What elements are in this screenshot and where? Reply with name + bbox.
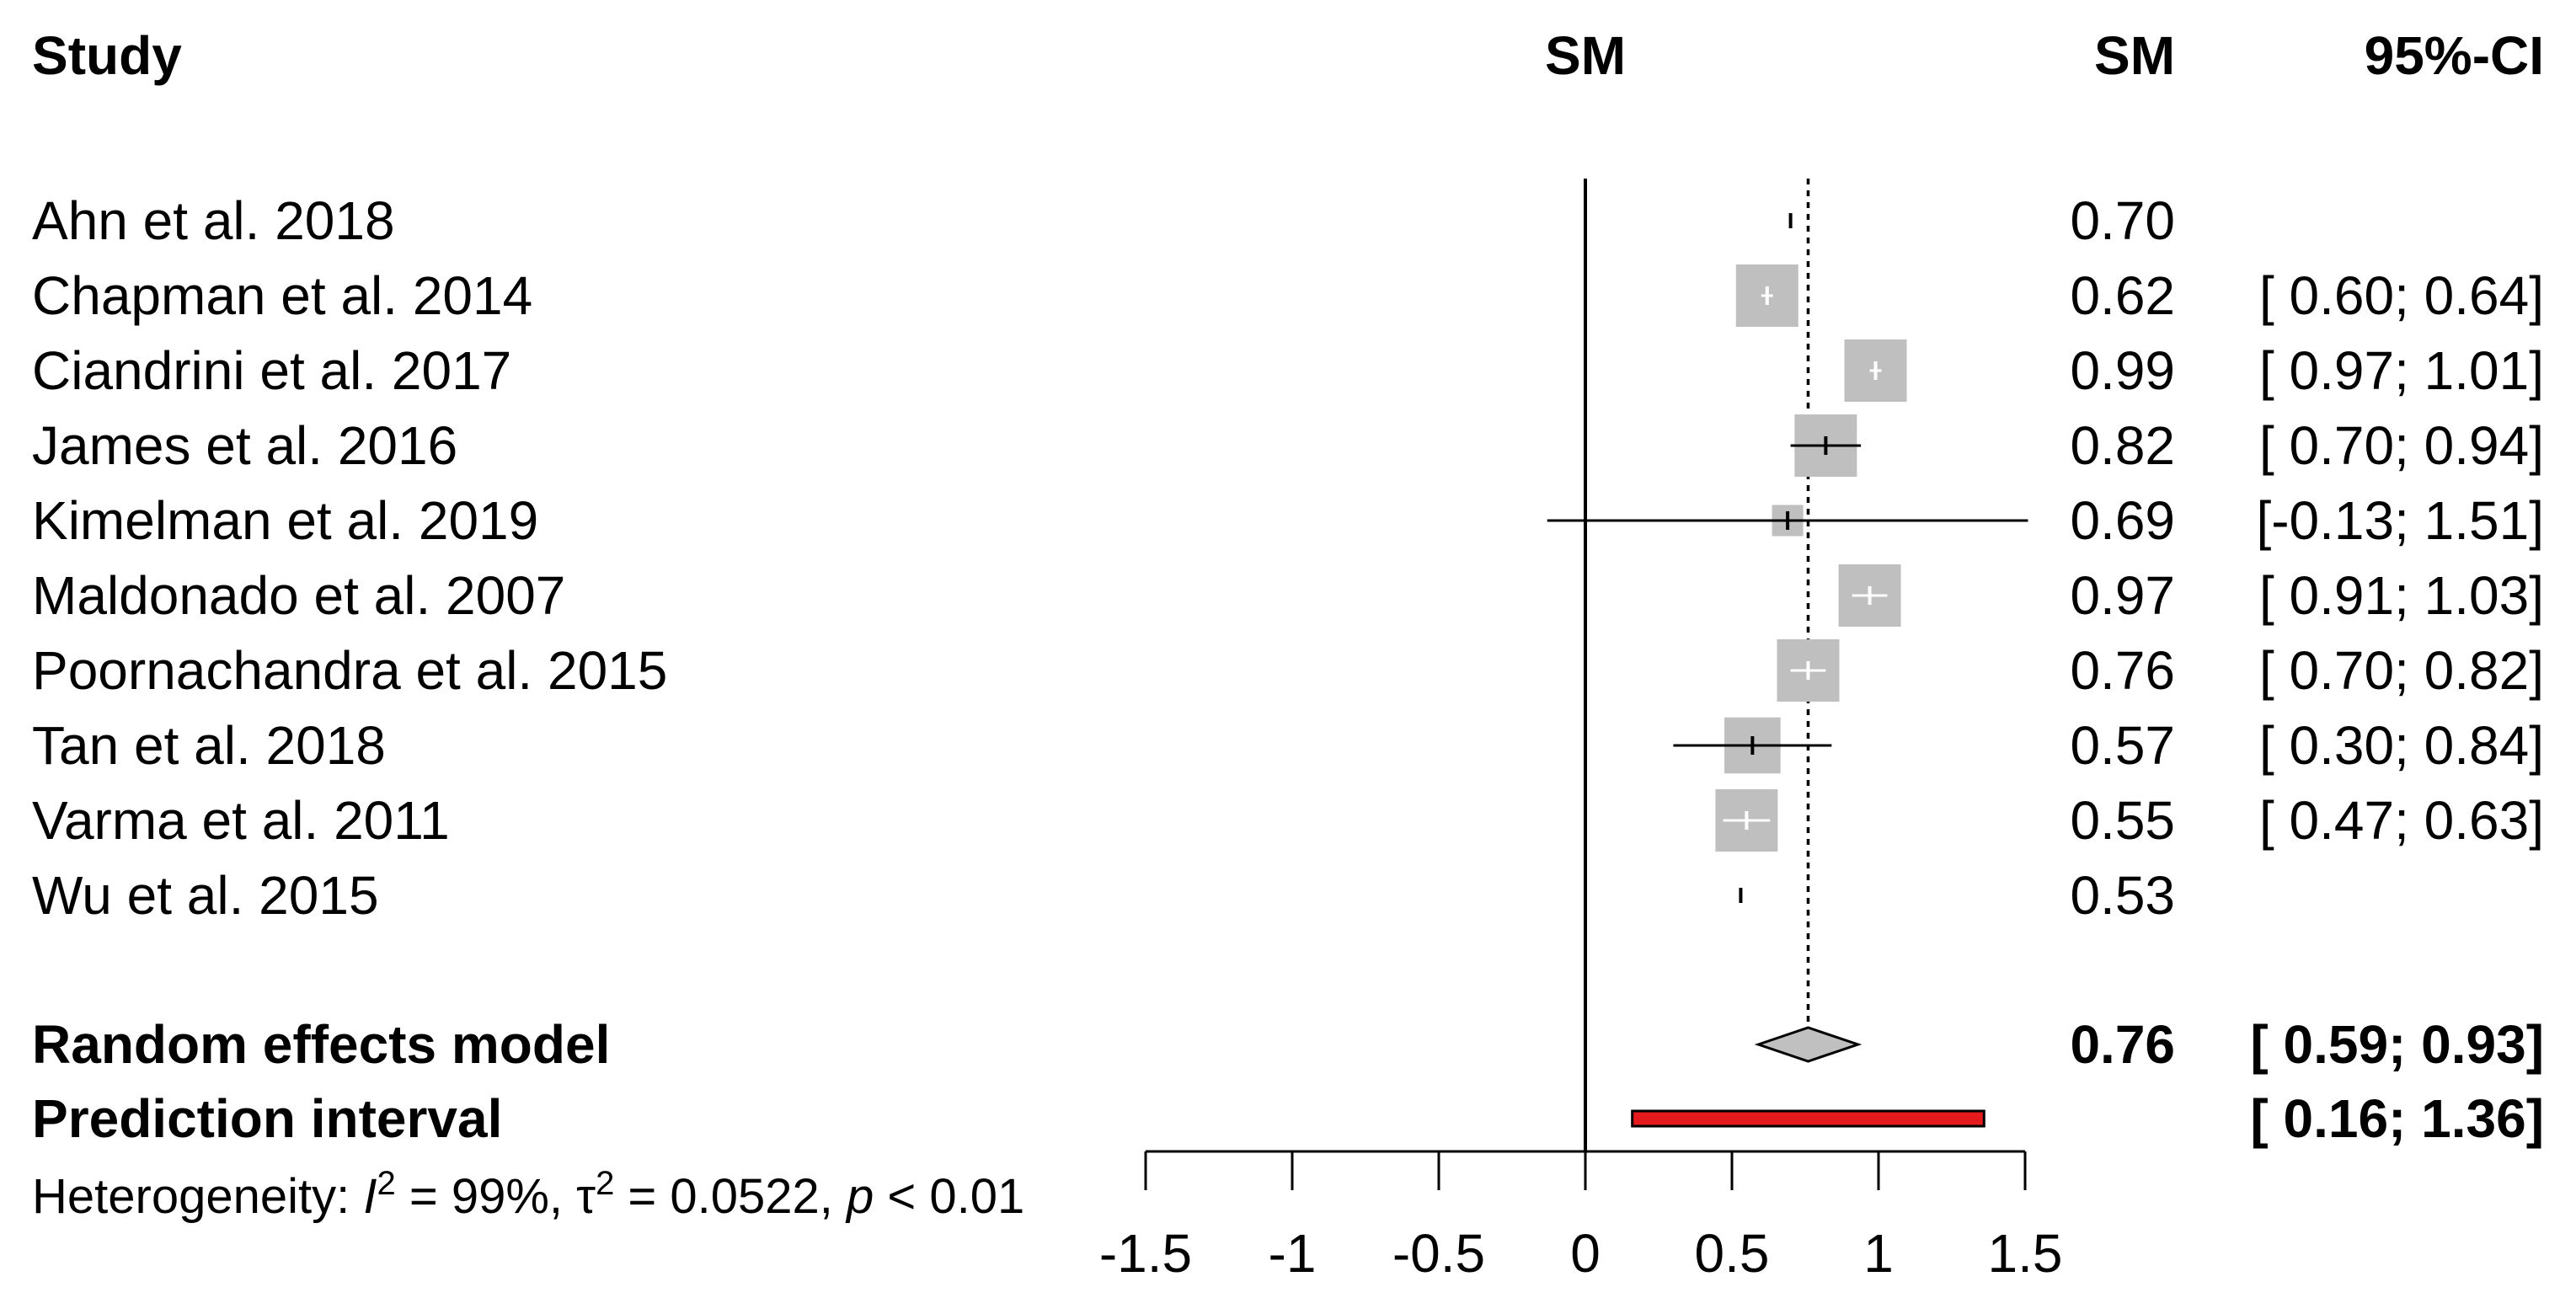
study-name: Ahn et al. 2018: [32, 190, 395, 251]
x-axis-tick-label: -1.5: [1099, 1223, 1192, 1284]
study-name: Wu et al. 2015: [32, 865, 379, 926]
study-ci-value: [ 0.60; 0.64]: [2259, 265, 2544, 326]
study-name: Kimelman et al. 2019: [32, 490, 538, 551]
prediction-interval-ci-value: [ 0.16; 1.36]: [2250, 1088, 2544, 1149]
random-effects-label: Random effects model: [32, 1014, 610, 1075]
i2-superscript: 2: [377, 1165, 395, 1202]
x-axis-tick-label: -1: [1269, 1223, 1317, 1284]
study-name: Varma et al. 2011: [32, 790, 450, 851]
study-ci-value: [-0.13; 1.51]: [2256, 490, 2544, 551]
study-sm-value: 0.70: [2070, 190, 2175, 251]
header-sm-column: SM: [2094, 25, 2175, 86]
tau2-superscript: 2: [596, 1165, 614, 1202]
study-name: Ciandrini et al. 2017: [32, 340, 511, 401]
random-effects-ci-value: [ 0.59; 0.93]: [2250, 1014, 2544, 1075]
x-axis-tick-label: 1: [1863, 1223, 1894, 1284]
study-sm-value: 0.57: [2070, 715, 2175, 776]
heterogeneity-statistics: Heterogeneity: I2 = 99%, τ2 = 0.0522, p …: [32, 1165, 1024, 1224]
study-ci-value: [ 0.70; 0.94]: [2259, 415, 2544, 476]
study-name: Chapman et al. 2014: [32, 265, 532, 326]
i2-symbol: I: [363, 1169, 377, 1224]
x-axis-tick-label: -0.5: [1392, 1223, 1485, 1284]
tau2-symbol: τ: [576, 1169, 596, 1224]
study-sm-value: 0.69: [2070, 490, 2175, 551]
study-sm-value: 0.53: [2070, 865, 2175, 926]
study-ci-value: [ 0.30; 0.84]: [2259, 715, 2544, 776]
random-effects-diamond: [1754, 1026, 1863, 1063]
tau2-value: = 0.0522,: [614, 1169, 847, 1224]
prediction-interval-bar: [1631, 1109, 1985, 1128]
study-sm-value: 0.82: [2070, 415, 2175, 476]
heterogeneity-prefix: Heterogeneity:: [32, 1169, 363, 1224]
header-ci-column: 95%-CI: [2365, 25, 2544, 86]
study-ci-value: [ 0.70; 0.82]: [2259, 640, 2544, 701]
study-name: Tan et al. 2018: [32, 715, 386, 776]
study-ci-value: [ 0.47; 0.63]: [2259, 790, 2544, 851]
i2-value: = 99%,: [396, 1169, 576, 1224]
study-sm-value: 0.99: [2070, 340, 2175, 401]
study-ci-value: [ 0.91; 1.03]: [2259, 565, 2544, 626]
x-axis-tick-label: 1.5: [1988, 1223, 2063, 1284]
p-value: < 0.01: [874, 1169, 1024, 1224]
x-axis-tick-label: 0: [1570, 1223, 1601, 1284]
header-study: Study: [32, 25, 182, 86]
study-name: James et al. 2016: [32, 415, 457, 476]
study-name: Poornachandra et al. 2015: [32, 640, 667, 701]
prediction-interval-label: Prediction interval: [32, 1088, 502, 1149]
study-sm-value: 0.97: [2070, 565, 2175, 626]
study-sm-value: 0.55: [2070, 790, 2175, 851]
study-name: Maldonado et al. 2007: [32, 565, 565, 626]
random-effects-sm-value: 0.76: [2070, 1014, 2175, 1075]
study-sm-value: 0.62: [2070, 265, 2175, 326]
p-symbol: p: [845, 1169, 874, 1224]
x-axis-tick-label: 0.5: [1695, 1223, 1770, 1284]
study-ci-value: [ 0.97; 1.01]: [2259, 340, 2544, 401]
header-sm-plot: SM: [1545, 25, 1626, 86]
study-sm-value: 0.76: [2070, 640, 2175, 701]
